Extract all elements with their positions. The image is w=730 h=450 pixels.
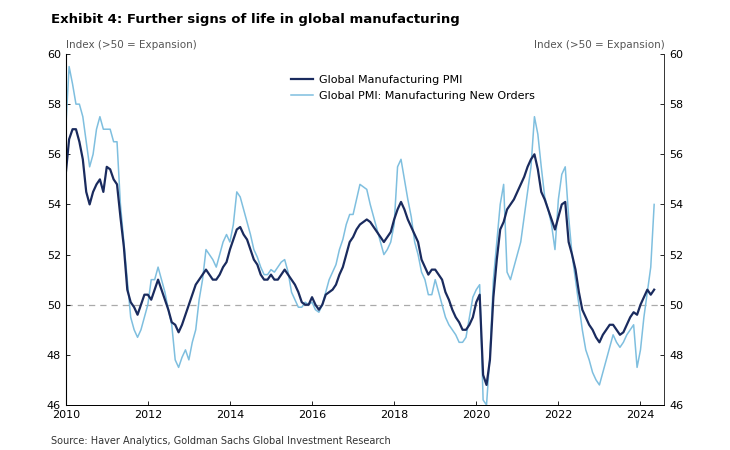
Text: Source: Haver Analytics, Goldman Sachs Global Investment Research: Source: Haver Analytics, Goldman Sachs G… [51, 436, 391, 446]
Legend: Global Manufacturing PMI, Global PMI: Manufacturing New Orders: Global Manufacturing PMI, Global PMI: Ma… [287, 70, 539, 105]
Text: Index (>50 = Expansion): Index (>50 = Expansion) [66, 40, 196, 50]
Text: Exhibit 4: Further signs of life in global manufacturing: Exhibit 4: Further signs of life in glob… [51, 14, 460, 27]
Text: Index (>50 = Expansion): Index (>50 = Expansion) [534, 40, 664, 50]
